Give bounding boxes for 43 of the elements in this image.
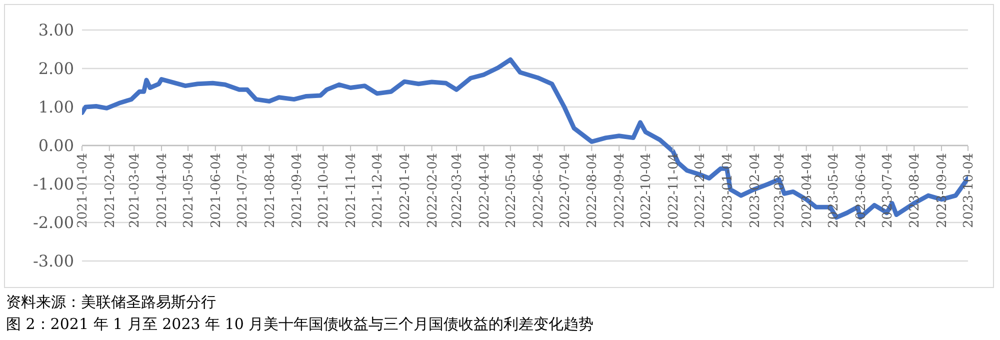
x-tick-label: 2022-09-04 [612, 153, 628, 228]
x-tick-label: 2022-08-04 [585, 153, 600, 228]
text: 资料来源：美联储圣路易斯分行 [6, 292, 217, 313]
x-tick-label: 2021-01-04 [76, 153, 91, 228]
y-tick-label: -2.00 [32, 213, 74, 232]
x-tick-label: 2022-05-04 [504, 153, 519, 228]
x-tick-label: 2022-10-04 [639, 153, 654, 228]
x-tick-label: 2021-08-04 [262, 153, 278, 228]
x-tick-label: 2023-03-04 [772, 153, 788, 228]
x-tick-label: 2021-06-04 [208, 153, 224, 228]
y-tick-label: 1.00 [38, 98, 74, 117]
x-tick-label: 2021-04-04 [155, 153, 170, 228]
x-tick-label: 2021-02-04 [102, 153, 118, 228]
x-tick-label: 2022-12-04 [693, 153, 708, 228]
y-tick-label: -1.00 [32, 174, 74, 194]
y-tick-label: 2.00 [38, 59, 74, 78]
y-tick-label: 3.00 [38, 20, 74, 40]
x-tick-label: 2023-06-04 [854, 153, 869, 228]
x-tick-label: 2022-01-04 [398, 153, 413, 228]
x-tick-label: 2023-08-04 [908, 153, 923, 228]
x-tick-label: 2022-07-04 [558, 153, 573, 228]
x-tick-label: 2023-07-04 [880, 153, 896, 228]
x-tick-label: 2021-10-04 [316, 153, 332, 228]
x-tick-label: 2021-05-04 [182, 153, 197, 228]
x-tick-label: 2023-05-04 [826, 153, 842, 228]
x-tick-label: 2021-09-04 [290, 153, 306, 228]
x-tick-label: 2021-11-04 [344, 153, 360, 228]
x-tick-label: 2022-06-04 [531, 153, 546, 228]
x-tick-label: 2023-02-04 [748, 153, 763, 228]
x-tick-label: 2023-10-04 [962, 153, 977, 228]
x-tick-label: 2021-03-04 [128, 153, 143, 228]
x-tick-label: 2022-04-04 [477, 153, 492, 228]
y-tick-label: 0.00 [38, 136, 74, 156]
caption: 图 2：2021 年 1 月至 2023 年 10 月美十年国债收益与三个月国债收益的利差变化趋势 [6, 314, 594, 335]
x-tick-label: 2023-09-04 [935, 153, 950, 228]
x-tick-label: 2022-02-04 [425, 153, 440, 228]
x-tick-label: 2023-04-04 [800, 153, 815, 228]
x-tick-label: 2021-12-04 [370, 153, 386, 228]
x-tick-label: 2021-07-04 [235, 153, 250, 228]
y-tick-label: -3.00 [32, 252, 74, 271]
x-tick-label: 2022-03-04 [450, 153, 466, 228]
x-tick-label: 2023-01-04 [720, 153, 736, 228]
x-tick-label: 2022-11-04 [666, 153, 682, 228]
